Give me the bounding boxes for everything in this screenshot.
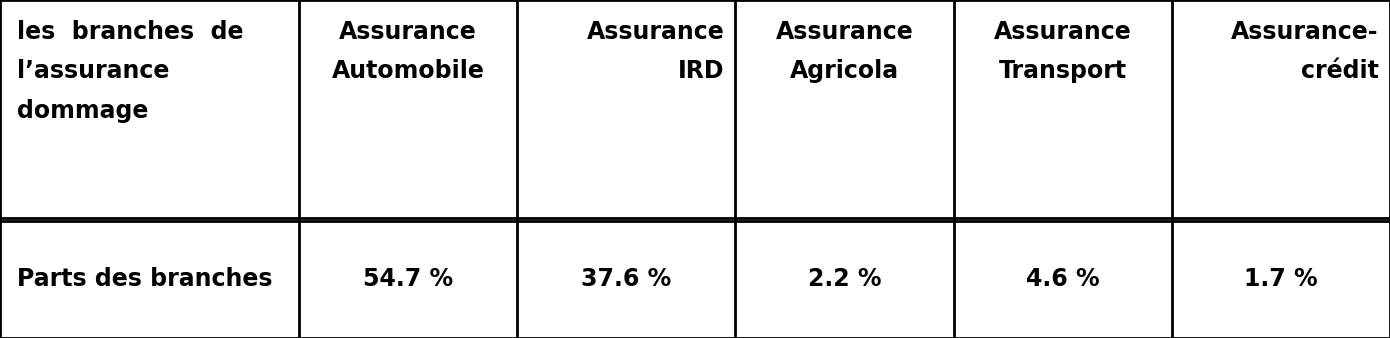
Text: 37.6 %: 37.6 % — [581, 267, 671, 291]
Text: Assurance-
crédit: Assurance- crédit — [1232, 20, 1379, 83]
Text: 1.7 %: 1.7 % — [1244, 267, 1318, 291]
Text: 54.7 %: 54.7 % — [363, 267, 453, 291]
Text: Parts des branches: Parts des branches — [17, 267, 272, 291]
Text: Assurance
Automobile: Assurance Automobile — [332, 20, 484, 83]
Text: Assurance
Agricola: Assurance Agricola — [776, 20, 913, 83]
Text: 2.2 %: 2.2 % — [808, 267, 881, 291]
Text: Assurance
Transport: Assurance Transport — [994, 20, 1131, 83]
Text: Assurance
IRD: Assurance IRD — [587, 20, 724, 83]
Text: 4.6 %: 4.6 % — [1026, 267, 1099, 291]
Text: les  branches  de
l’assurance
dommage: les branches de l’assurance dommage — [17, 20, 243, 123]
